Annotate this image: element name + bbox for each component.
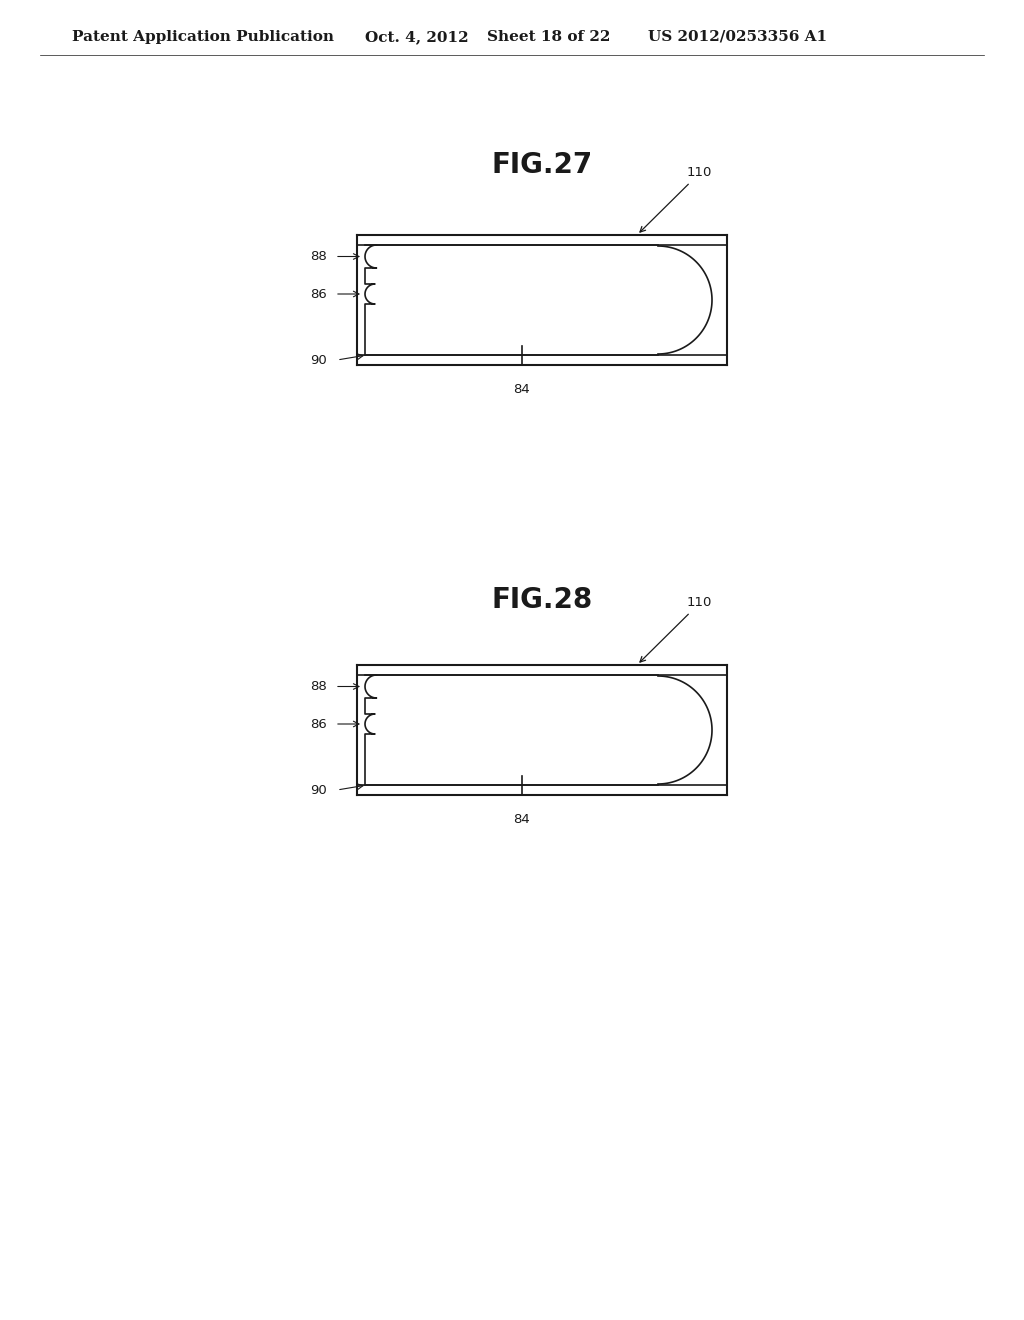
- Text: Oct. 4, 2012: Oct. 4, 2012: [365, 30, 469, 44]
- Text: US 2012/0253356 A1: US 2012/0253356 A1: [648, 30, 827, 44]
- Text: 86: 86: [310, 288, 327, 301]
- Text: FIG.27: FIG.27: [492, 150, 593, 180]
- Text: 88: 88: [310, 249, 327, 263]
- Text: 90: 90: [310, 355, 327, 367]
- Text: 84: 84: [514, 383, 530, 396]
- Text: Patent Application Publication: Patent Application Publication: [72, 30, 334, 44]
- Text: Sheet 18 of 22: Sheet 18 of 22: [487, 30, 610, 44]
- Text: 110: 110: [640, 597, 713, 663]
- Text: 84: 84: [514, 813, 530, 826]
- Text: 88: 88: [310, 680, 327, 693]
- Text: 90: 90: [310, 784, 327, 797]
- Text: FIG.28: FIG.28: [492, 586, 593, 614]
- Text: 110: 110: [640, 166, 713, 232]
- Text: 86: 86: [310, 718, 327, 730]
